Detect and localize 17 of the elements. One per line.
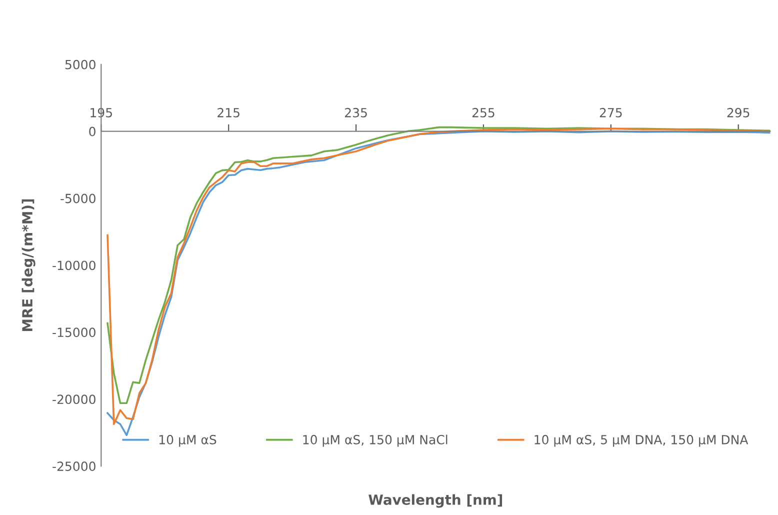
legend-label: 10 µM αS, 150 µM NaCl [303, 434, 448, 447]
y-tick-label: 0 [89, 126, 96, 136]
y-axis-title: MRE [deg/(m*M)] [22, 199, 36, 332]
legend-label: 10 µM αS, 5 µM DNA, 150 µM DNA [534, 434, 748, 447]
legend-label: 10 µM αS [159, 434, 216, 447]
x-tick-label: 295 [727, 108, 750, 118]
x-tick-label: 255 [472, 108, 494, 118]
x-tick-label: 275 [600, 108, 622, 118]
x-axis-title: Wavelength [nm] [368, 494, 502, 508]
y-tick-label: -20000 [52, 394, 96, 404]
y-tick-label: -10000 [52, 260, 96, 270]
x-tick-label: 235 [345, 108, 367, 118]
y-tick-label: -5000 [60, 194, 96, 204]
y-tick-label: -15000 [52, 328, 96, 338]
y-tick-label: -25000 [52, 462, 96, 471]
y-tick-label: 5000 [65, 60, 96, 70]
x-tick-label: 215 [218, 108, 240, 118]
